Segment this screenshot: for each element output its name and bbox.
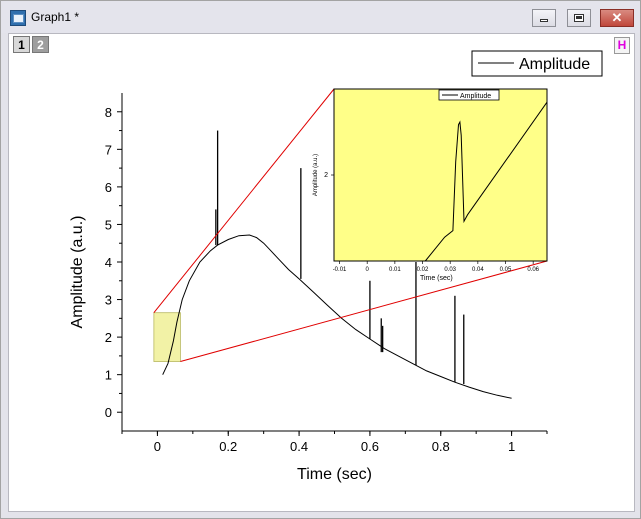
graph-page[interactable]: 1 2 H 0 0.2 0.4 0.6 0.8 1 0 1 2 3 4 5 6 7 8 -0.01 0 0.01…	[8, 33, 635, 512]
main-x-tick-label: 0.4	[290, 439, 308, 454]
inset-x-axis-label[interactable]: Time (sec)	[420, 275, 453, 282]
minimize-icon	[540, 19, 548, 22]
main-x-tick-label: 0	[154, 439, 161, 454]
main-y-tick-label: 2	[105, 330, 112, 345]
inset-series-amplitude[interactable]	[424, 101, 548, 262]
main-x-axis-label[interactable]: Time (sec)	[297, 466, 372, 483]
inset-x-tick-label: 0.02	[417, 267, 429, 273]
inset-plot-frame	[333, 88, 548, 262]
main-y-tick-label: 5	[105, 217, 112, 232]
title-bar[interactable]: Graph1 * ✕	[1, 1, 640, 33]
main-x-tick-label: 0.2	[219, 439, 237, 454]
inset-axes-ticks: -0.01 0 0.01 0.02 0.03 0.04 0.05 0.06 2	[324, 172, 540, 273]
layer-tab-1[interactable]: 1	[13, 36, 30, 53]
zoom-region-box[interactable]	[153, 312, 181, 362]
zoom-connector-bottom	[180, 260, 548, 363]
minimize-button[interactable]	[532, 9, 556, 27]
hidden-layer-button[interactable]: H	[614, 37, 630, 54]
main-y-axis-label[interactable]: Amplitude (a.u.)	[69, 216, 86, 329]
inset-x-tick-label: 0.01	[389, 267, 401, 273]
inset-x-tick-label: -0.01	[333, 267, 347, 273]
inset-legend-box	[438, 89, 500, 101]
inset-x-tick-label: 0.03	[444, 267, 456, 273]
inset-y-tick-label: 2	[324, 172, 328, 179]
main-y-tick-label: 7	[105, 142, 112, 157]
main-legend[interactable]: Amplitude	[471, 50, 603, 77]
layer-tab-2[interactable]: 2	[32, 36, 49, 53]
zoom-connector-top	[153, 88, 335, 314]
main-y-tick-label: 4	[105, 255, 112, 270]
main-x-tick-label: 1	[508, 439, 515, 454]
maximize-button[interactable]	[567, 9, 591, 27]
inset-x-tick-label: 0.05	[500, 267, 512, 273]
inset-plot-area[interactable]	[334, 89, 547, 261]
inset-x-tick-label: 0.04	[472, 267, 484, 273]
main-x-tick-label: 0.8	[432, 439, 450, 454]
main-y-tick-label: 0	[105, 405, 112, 420]
main-y-tick-label: 6	[105, 180, 112, 195]
main-axes-ticks: 0 0.2 0.4 0.6 0.8 1 0 1 2 3 4 5 6 7 8	[105, 93, 548, 454]
main-legend-label: Amplitude	[519, 56, 590, 73]
inset-x-tick-label: 0.06	[527, 267, 539, 273]
maximize-icon	[574, 14, 584, 22]
main-x-tick-label: 0.6	[361, 439, 379, 454]
window-title: Graph1 *	[31, 10, 80, 24]
close-icon: ✕	[611, 10, 623, 25]
main-y-tick-label: 1	[105, 368, 112, 383]
main-y-tick-label: 8	[105, 105, 112, 120]
inset-x-tick-label: 0	[366, 267, 370, 273]
graph-window-icon[interactable]	[10, 10, 26, 26]
main-y-tick-label: 3	[105, 293, 112, 308]
close-button[interactable]: ✕	[600, 9, 634, 27]
main-series-amplitude[interactable]	[162, 234, 512, 399]
inset-legend-label: Amplitude	[460, 93, 491, 100]
inset-y-axis-label[interactable]: Amplitude (a.u.)	[313, 154, 319, 196]
inset-legend[interactable]: Amplitude	[438, 89, 500, 101]
main-spikes	[215, 130, 465, 385]
